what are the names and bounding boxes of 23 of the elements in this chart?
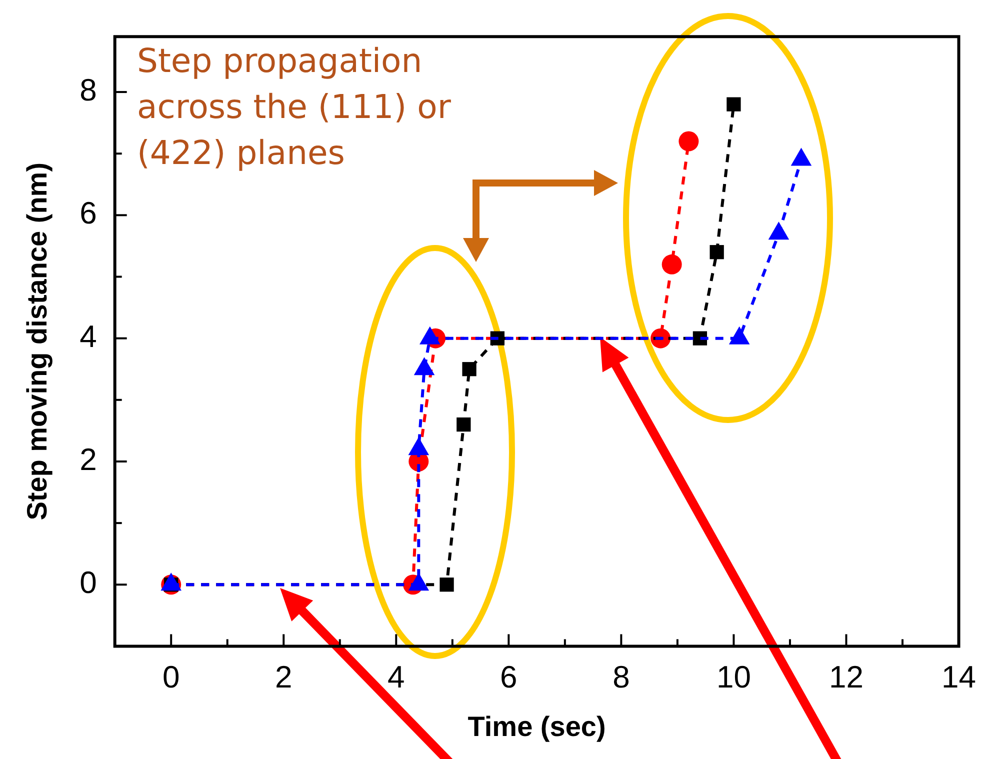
x-tick-label: 0 xyxy=(162,659,180,694)
x-tick-label: 12 xyxy=(828,659,864,694)
x-tick-label: 14 xyxy=(942,659,976,694)
y-tick-label: 6 xyxy=(80,196,97,231)
x-tick-label: 10 xyxy=(716,659,751,694)
point xyxy=(726,97,741,112)
y-tick-label: 2 xyxy=(80,442,97,478)
x-tick-label: 6 xyxy=(500,659,518,694)
point xyxy=(678,131,699,152)
y-tick-label: 4 xyxy=(80,318,97,354)
point xyxy=(710,245,724,260)
x-tick-label: 8 xyxy=(612,659,630,694)
x-axis-title: Time (sec) xyxy=(468,710,606,742)
x-tick-label: 2 xyxy=(275,659,292,694)
annotation: Step propagation across the (111) or (422) planes xyxy=(137,40,452,174)
point xyxy=(440,578,454,592)
y-axis-title: Step moving distance (nm) xyxy=(22,162,53,520)
point xyxy=(662,254,682,274)
y-tick-label: 0 xyxy=(80,565,97,600)
point xyxy=(462,362,476,376)
x-tick-label: 4 xyxy=(388,659,405,694)
y-tick-label: 8 xyxy=(80,72,97,108)
point xyxy=(456,417,471,432)
